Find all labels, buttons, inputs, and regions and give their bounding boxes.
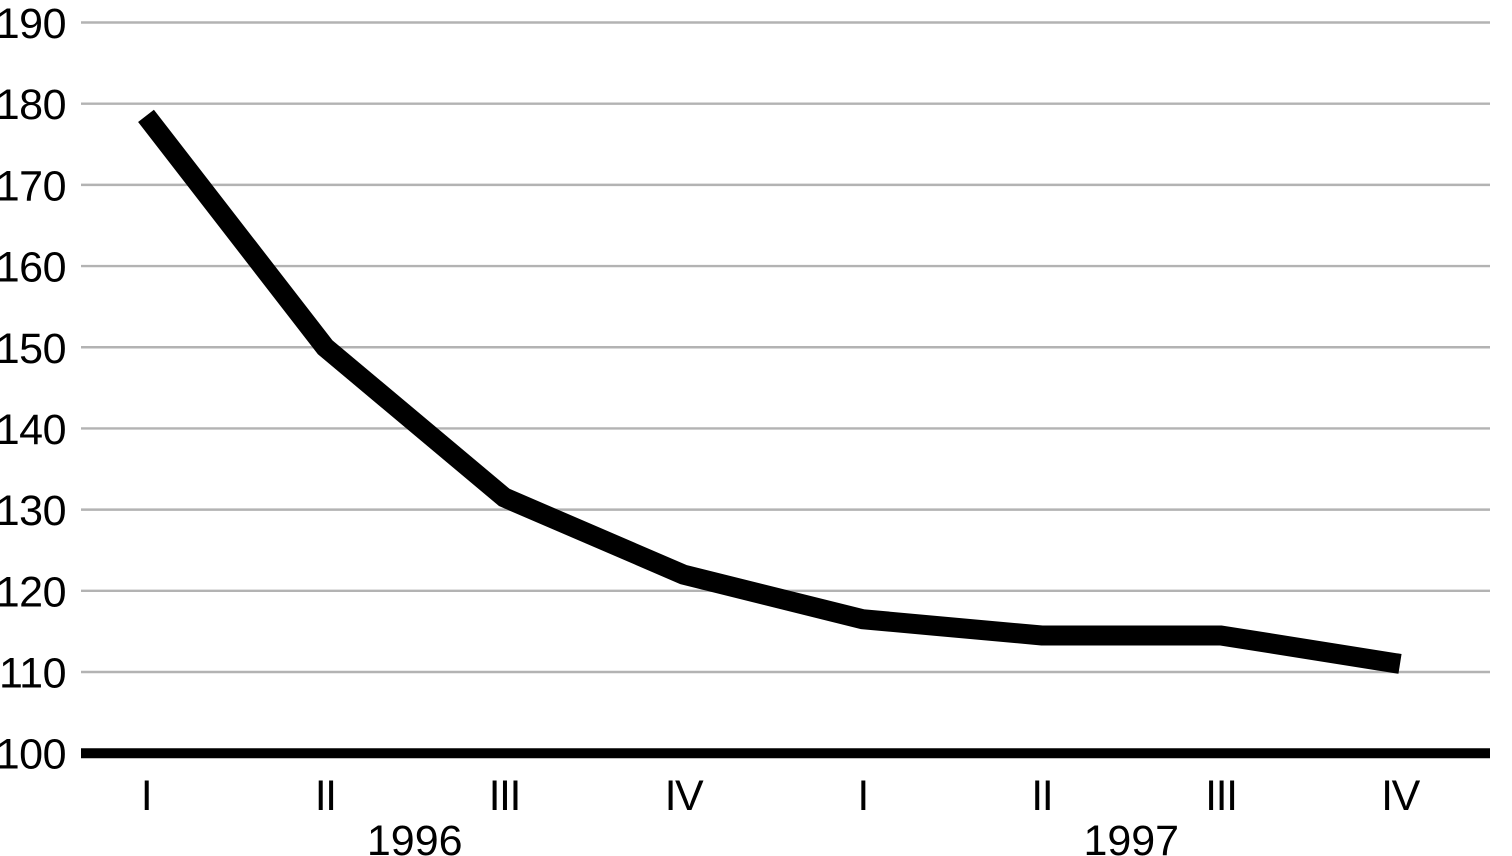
x-axis-quarter-label: I [857,772,867,820]
x-axis-quarter-label: III [1205,772,1236,820]
y-axis-tick-label: 150 [0,325,66,373]
y-axis-tick-label: 100 [0,731,66,779]
y-axis-tick-label: 180 [0,81,66,129]
y-axis-tick-label: 120 [0,568,66,616]
y-axis-tick-label: 140 [0,406,66,454]
y-axis-tick-label: 190 [0,0,66,48]
x-axis-quarter-label: II [315,772,336,820]
data-line [138,109,1402,674]
x-axis-quarter-label: IV [665,772,704,820]
x-axis-quarter-label: I [141,772,151,820]
x-axis-quarter-label: IV [1381,772,1420,820]
y-axis-tick-label: 160 [0,244,66,292]
x-axis-year-label: 1997 [1083,817,1179,856]
y-axis-tick-label: 110 [0,650,66,698]
x-axis-quarter-label: III [489,772,520,820]
x-axis-year-label: 1996 [367,817,463,856]
y-axis-tick-label: 170 [0,162,66,210]
x-axis-quarter-label: II [1031,772,1052,820]
y-axis-tick-label: 130 [0,487,66,535]
